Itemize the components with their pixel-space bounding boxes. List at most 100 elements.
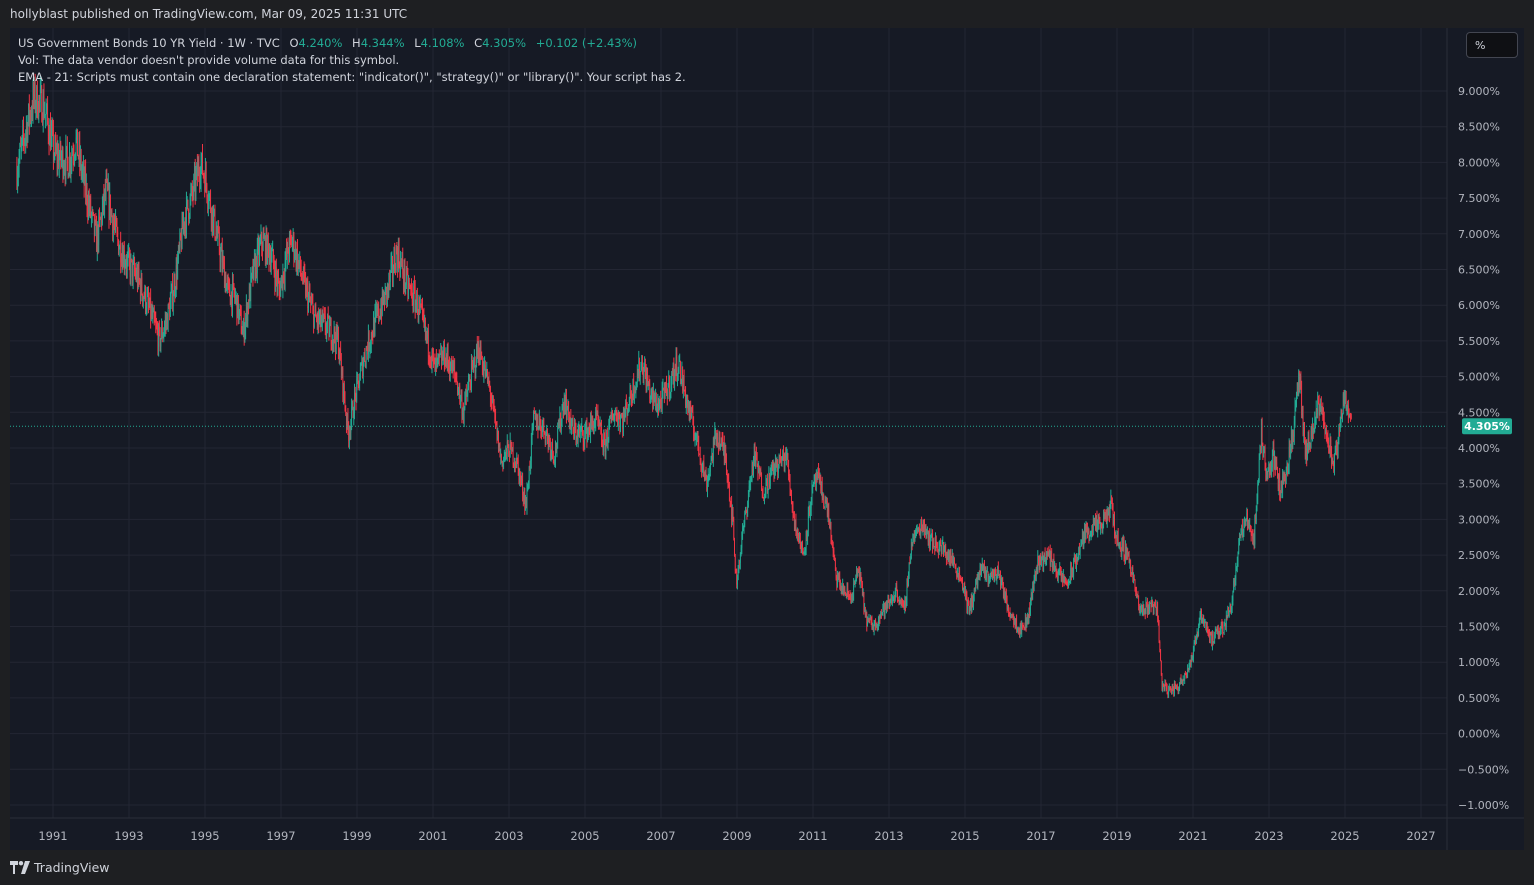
candle-body [30, 112, 32, 118]
candle-body [19, 146, 21, 159]
candle-body [511, 442, 512, 452]
candle-body [395, 248, 397, 273]
candle-body [710, 463, 711, 472]
candle-body [1305, 446, 1307, 457]
candle-body [712, 441, 714, 460]
candle-body [1091, 529, 1093, 532]
candle-body [1328, 445, 1329, 447]
candle-body [1132, 567, 1134, 579]
candle-body [883, 603, 884, 609]
candle-body [246, 304, 248, 322]
candle-body [617, 415, 619, 426]
candle-body [216, 233, 217, 240]
candle-body [672, 374, 673, 375]
candle-body [1038, 561, 1040, 567]
candle-body [472, 364, 474, 366]
candle-body [990, 572, 992, 579]
candle-body [1014, 619, 1016, 627]
candle-body [1350, 413, 1351, 416]
candle-body [263, 236, 265, 239]
candle-body [533, 411, 535, 414]
candle-body [1016, 619, 1017, 631]
candle-body [839, 576, 841, 586]
candle-body [1262, 443, 1264, 453]
candle-body [616, 413, 618, 421]
candle-body [604, 437, 606, 453]
candle-body [566, 397, 567, 418]
candle-body [1263, 450, 1265, 452]
candle-body [937, 546, 939, 553]
candle-body [916, 527, 918, 530]
candle-body [183, 222, 185, 228]
candle-body [358, 380, 360, 388]
x-tick-label: 2027 [1406, 829, 1435, 843]
candle-body [973, 595, 974, 605]
candle-body [1123, 541, 1125, 557]
candle-body [674, 369, 675, 384]
candle-body [645, 371, 647, 389]
candle-body [352, 403, 354, 418]
candle-body [214, 209, 216, 237]
candle-body [1223, 632, 1224, 634]
candle-body [105, 180, 107, 196]
candle-body [727, 476, 729, 481]
candle-body [76, 129, 78, 138]
price-chart[interactable]: 4.305% 9.000%8.500%8.000%7.500%7.000%6.5… [10, 28, 1524, 850]
candle-body [67, 158, 69, 178]
candle-body [864, 607, 865, 610]
candle-body [589, 431, 591, 435]
candle-body [286, 250, 287, 257]
candle-body [716, 434, 718, 439]
candle-body [731, 509, 733, 521]
candle-body [837, 576, 839, 580]
candle-body [120, 242, 122, 263]
candle-body [115, 217, 116, 226]
candle-body [1105, 513, 1107, 516]
percent-scale-button[interactable]: % [1466, 32, 1518, 58]
candle-body [498, 443, 500, 452]
candle-body [1152, 601, 1153, 607]
candle-body [1229, 605, 1231, 612]
candle-body [1318, 402, 1320, 416]
candle-body [709, 471, 711, 475]
candle-body [854, 583, 855, 585]
candle-body [940, 541, 941, 547]
candle-body [261, 233, 263, 246]
candle-body [829, 522, 831, 525]
candle-body [103, 194, 105, 207]
low-label: L [414, 36, 421, 50]
candle-body [399, 264, 401, 274]
candle-body [428, 355, 430, 358]
candle-body [794, 519, 796, 525]
candle-body [687, 398, 689, 409]
candle-body [790, 488, 792, 495]
candle-body [759, 467, 760, 476]
candle-body [756, 458, 758, 467]
candle-body [565, 397, 567, 413]
candle-body [758, 467, 759, 473]
candle-body [1186, 675, 1188, 677]
candle-body [1082, 533, 1084, 546]
candle-body [38, 97, 40, 117]
candle-body [257, 243, 259, 246]
candle-body [953, 560, 955, 564]
candle-body [443, 344, 445, 360]
candle-body [1075, 560, 1077, 568]
candle-body [1044, 553, 1045, 557]
low-value: 4.108% [420, 36, 465, 50]
candle-body [444, 365, 446, 366]
candle-body [110, 210, 112, 219]
candle-body [552, 443, 553, 453]
candle-body [400, 260, 402, 264]
candle-body [1129, 562, 1131, 564]
candle-body [886, 603, 888, 607]
candle-body [1095, 517, 1097, 527]
candle-body [1292, 434, 1294, 444]
candle-body [1280, 495, 1281, 497]
chart-panel[interactable]: 4.305% 9.000% 8.500% 8.000% 7.500% 7.000% 6.5… [10, 28, 1524, 850]
candle-body [1349, 413, 1351, 417]
candle-body [698, 442, 700, 454]
candle-body [610, 414, 612, 420]
candle-body [862, 583, 863, 595]
tradingview-logo[interactable]: TradingView [10, 860, 110, 875]
